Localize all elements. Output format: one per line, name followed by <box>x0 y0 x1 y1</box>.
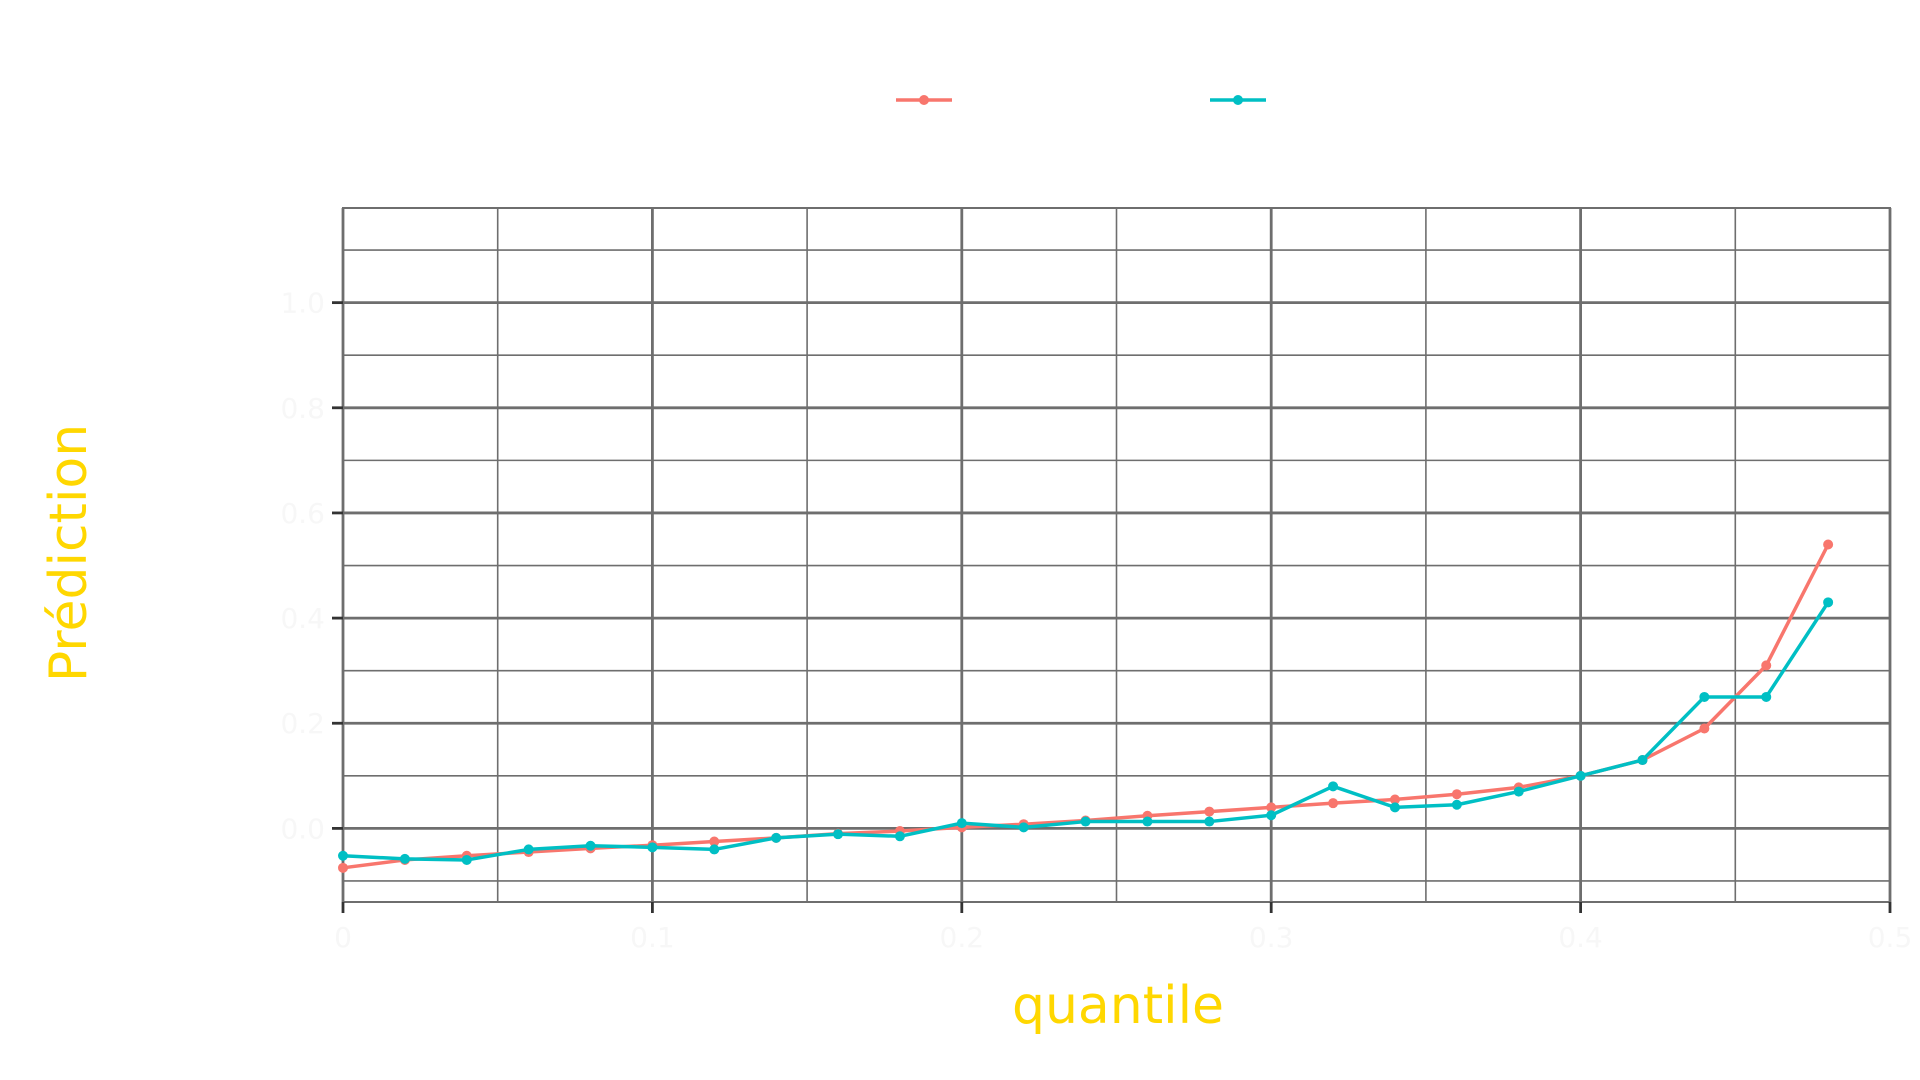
data-point-series-2 <box>1018 822 1029 833</box>
data-point-series-2 <box>1575 770 1586 781</box>
data-point-series-1 <box>1823 539 1834 550</box>
data-point-series-2 <box>523 844 534 855</box>
legend <box>896 95 1266 105</box>
data-point-series-2 <box>399 853 410 864</box>
data-point-series-1 <box>1266 802 1277 813</box>
legend-marker-series-1 <box>919 95 929 105</box>
data-point-series-2 <box>1328 781 1339 792</box>
plot-grid <box>341 207 1892 903</box>
data-point-series-2 <box>1451 799 1462 810</box>
data-point-series-2 <box>894 831 905 842</box>
data-point-series-2 <box>1699 691 1710 702</box>
legend-marker-series-2 <box>1233 95 1243 105</box>
data-point-series-1 <box>709 836 720 847</box>
y-tick-label: 0.8 <box>280 392 325 425</box>
plot-series <box>338 539 1834 873</box>
data-point-series-1 <box>338 862 348 873</box>
x-tick-label: 0.3 <box>1249 921 1294 954</box>
data-point-series-2 <box>461 854 472 865</box>
data-point-series-2 <box>709 844 720 855</box>
legend-item-series-2 <box>1210 95 1266 105</box>
x-tick-label: 0.2 <box>940 921 985 954</box>
data-point-series-1 <box>1451 789 1462 800</box>
data-point-series-1 <box>1204 806 1215 817</box>
data-point-series-2 <box>338 850 348 861</box>
data-point-series-1 <box>1699 723 1710 734</box>
x-tick-label: 0 <box>334 921 352 954</box>
data-point-series-2 <box>833 829 844 840</box>
data-point-series-2 <box>1389 802 1400 813</box>
y-tick-label: 0.2 <box>280 707 325 740</box>
data-point-series-1 <box>1761 660 1772 671</box>
data-point-series-2 <box>956 818 967 829</box>
data-point-series-2 <box>1513 786 1524 797</box>
data-point-series-2 <box>1637 755 1648 766</box>
data-point-series-2 <box>1142 816 1153 827</box>
data-point-series-2 <box>1266 810 1277 821</box>
y-tick-label: 1.0 <box>280 287 325 320</box>
y-tick-label: 0.6 <box>280 497 325 530</box>
x-tick-label: 0.1 <box>630 921 675 954</box>
data-point-series-2 <box>647 842 658 853</box>
x-axis-title: quantile <box>1012 976 1224 1036</box>
data-point-series-2 <box>1761 691 1772 702</box>
legend-item-series-1 <box>896 95 952 105</box>
data-point-series-2 <box>585 840 596 851</box>
plot-axes: 0 0.1 0.2 0.3 0.4 0.5 0.0 0.2 0.4 0.6 0.8 1.0 <box>280 287 1912 954</box>
data-point-series-1 <box>1389 794 1400 805</box>
data-point-series-1 <box>1328 798 1339 809</box>
data-point-series-2 <box>1204 816 1215 827</box>
x-tick-label: 0.4 <box>1558 921 1603 954</box>
y-tick-label: 0.0 <box>280 812 325 845</box>
y-tick-label: 0.4 <box>280 602 325 635</box>
data-point-series-2 <box>771 832 782 843</box>
data-point-series-2 <box>1823 597 1834 608</box>
y-axis-title: Prédiction <box>39 424 99 682</box>
x-tick-label: 0.5 <box>1868 921 1913 954</box>
data-point-series-2 <box>1080 816 1091 827</box>
